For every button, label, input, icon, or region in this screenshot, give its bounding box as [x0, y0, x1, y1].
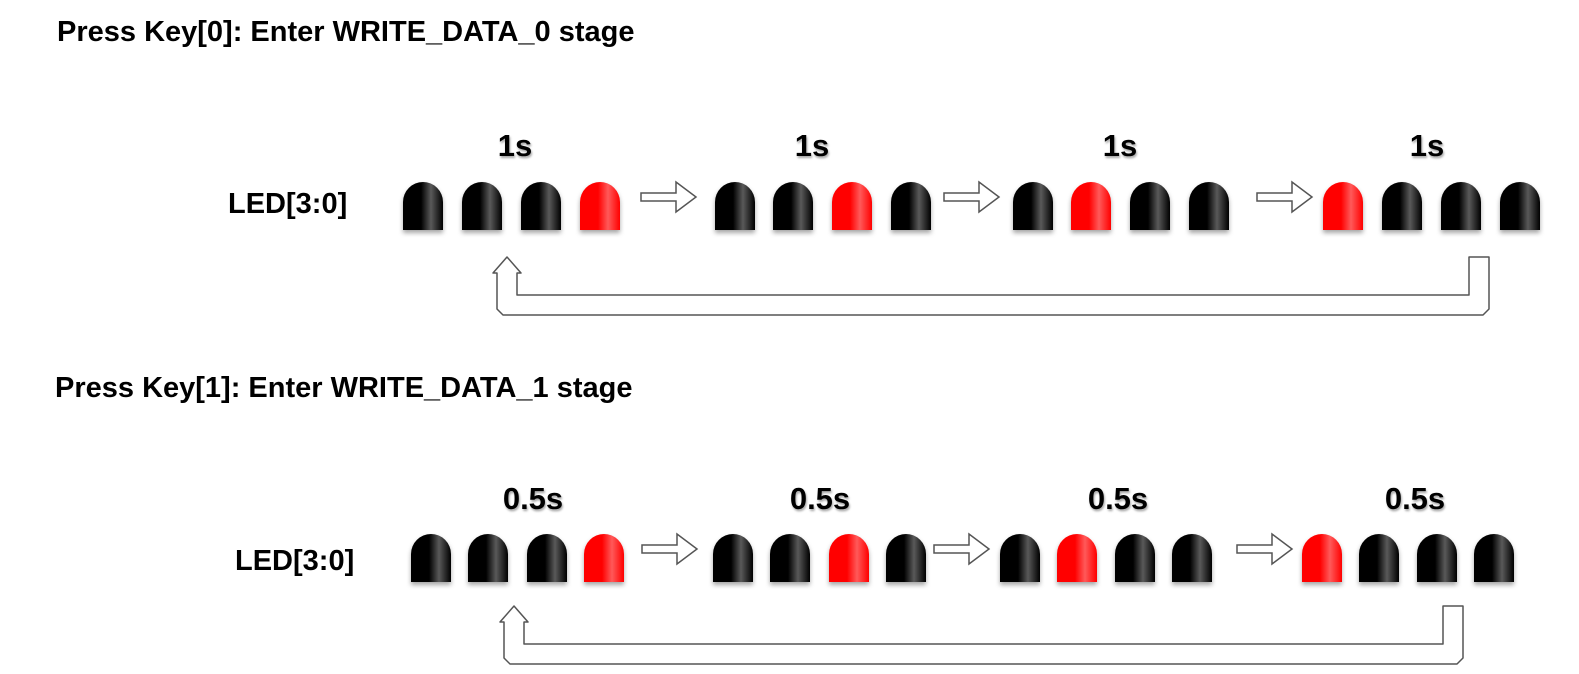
diagram2-state2-led1-on [829, 534, 869, 582]
diagram2-led-group [411, 534, 1514, 582]
diagram2-arrow-group [499, 532, 1464, 665]
diagram1-duration-3: 1s [1102, 128, 1138, 163]
diagram1-state1-led3-off [403, 182, 443, 230]
diagram2-state4-led1-off [1417, 534, 1457, 582]
diagram2-state4-led2-off [1359, 534, 1399, 582]
diagram2-state1-led1-off [527, 534, 567, 582]
diagram2-heading: Press Key[1]: Enter WRITE_DATA_1 stage [55, 372, 633, 404]
diagram2-state3-led0-off [1172, 534, 1212, 582]
diagram2-state1-led0-on [584, 534, 624, 582]
diagram2-state4-led3-on [1302, 534, 1342, 582]
diagram1-state3-led1-off [1130, 182, 1170, 230]
diagram2-state1-led2-off [468, 534, 508, 582]
diagram2-duration-3: 0.5s [1087, 481, 1149, 516]
diagram1-state3-led0-off [1189, 182, 1229, 230]
diagram1-heading: Press Key[0]: Enter WRITE_DATA_0 stage [57, 16, 635, 48]
diagram2-loop-back-arrow [499, 605, 1464, 665]
diagram2-next-arrow-3 [1236, 532, 1294, 566]
diagram1-state4-led2-off [1382, 182, 1422, 230]
diagram1-led-group [403, 182, 1540, 230]
diagram2-state3-led3-off [1000, 534, 1040, 582]
diagram1-state1-led0-on [580, 182, 620, 230]
diagram1-state3-led2-on [1071, 182, 1111, 230]
diagram2-duration-1: 0.5s [502, 481, 564, 516]
diagram1-state2-led2-off [773, 182, 813, 230]
diagram2-duration-2: 0.5s [789, 481, 851, 516]
diagram2-state2-led2-off [770, 534, 810, 582]
diagram1-duration-4: 1s [1409, 128, 1445, 163]
diagram2-led-label: LED[3:0] [235, 545, 355, 577]
diagram1-arrow-group [492, 180, 1490, 316]
diagram1-duration-1: 1s [497, 128, 533, 163]
diagram1-state2-led0-off [891, 182, 931, 230]
diagram1-state2-led1-on [832, 182, 872, 230]
diagram1-state3-led3-off [1013, 182, 1053, 230]
diagram2-state2-led0-off [886, 534, 926, 582]
diagram2-state3-led1-off [1115, 534, 1155, 582]
diagram2-duration-4: 0.5s [1384, 481, 1446, 516]
diagram1-loop-back-arrow [492, 256, 1490, 316]
diagram1-state4-led3-on [1323, 182, 1363, 230]
diagram1-next-arrow-2 [943, 180, 1001, 214]
diagram2-state3-led2-on [1057, 534, 1097, 582]
diagram1-next-arrow-3 [1256, 180, 1314, 214]
diagram2-state2-led3-off [713, 534, 753, 582]
diagram1-led-label: LED[3:0] [228, 188, 348, 220]
diagram1-state4-led0-off [1500, 182, 1540, 230]
diagram2-state4-led0-off [1474, 534, 1514, 582]
diagram1-next-arrow-1 [640, 180, 698, 214]
diagram1-state1-led2-off [462, 182, 502, 230]
diagram2-next-arrow-1 [641, 532, 699, 566]
diagram1-state2-led3-off [715, 182, 755, 230]
diagram1-duration-2: 1s [794, 128, 830, 163]
diagram2-state1-led3-off [411, 534, 451, 582]
diagram1-state1-led1-off [521, 182, 561, 230]
diagram2-next-arrow-2 [933, 532, 991, 566]
diagram1-state4-led1-off [1441, 182, 1481, 230]
